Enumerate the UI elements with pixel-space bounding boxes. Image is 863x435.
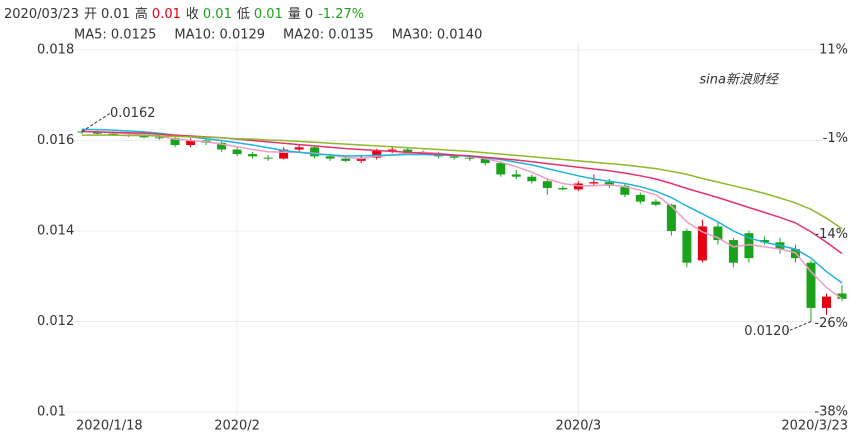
ma-line <box>82 134 843 230</box>
candle-body <box>480 158 490 164</box>
header-change: -1.27% <box>318 7 364 22</box>
y2-tick-label: -14% <box>814 227 848 242</box>
candle-body <box>713 226 723 241</box>
x-tick-label: 2020/3 <box>555 419 601 434</box>
y2-tick-label: -26% <box>814 316 848 331</box>
candle-body <box>279 149 289 159</box>
header-label: 收 <box>186 7 199 22</box>
candle-body <box>341 158 351 161</box>
candle-body <box>558 188 568 190</box>
candle-body <box>387 149 397 151</box>
x-tick-label: 2020/2 <box>214 419 260 434</box>
annotation-leader <box>81 113 111 132</box>
y-tick-label: 0.018 <box>37 43 74 58</box>
candle-body <box>496 163 506 175</box>
annotation: 0.0120 <box>744 324 790 339</box>
candle-body <box>139 135 149 138</box>
annotation-leader <box>786 321 812 332</box>
header-date: 2020/03/23 <box>4 7 79 22</box>
y2-tick-label: -38% <box>814 405 848 420</box>
candle-body <box>821 296 831 308</box>
header-label: 低 <box>237 7 250 22</box>
candle-body <box>744 233 754 259</box>
y2-tick-label: -1% <box>823 131 848 146</box>
y2-tick-label: 11% <box>819 43 848 58</box>
header-value: 0.01 <box>101 7 130 22</box>
candle-body <box>217 142 227 150</box>
candle-body <box>294 147 304 150</box>
candle-body <box>682 231 692 263</box>
ma-line <box>81 130 843 255</box>
candle-body <box>248 154 258 157</box>
candle-body <box>806 262 816 308</box>
candle-body <box>604 182 614 186</box>
candle-body <box>170 138 180 146</box>
candle-body <box>449 156 459 158</box>
candle-body <box>465 157 475 159</box>
candle-body <box>93 132 103 134</box>
candle-body <box>232 149 242 155</box>
candle-body <box>511 174 521 177</box>
legend-entry: MA10: 0.0129 <box>174 28 265 43</box>
candle-body <box>635 194 645 202</box>
candle-body <box>186 140 196 146</box>
header-value: 0.01 <box>203 7 232 22</box>
candle-body <box>759 240 769 243</box>
candle-body <box>728 240 738 263</box>
legend-entry: MA20: 0.0135 <box>283 28 374 43</box>
candle-body <box>837 293 847 299</box>
header-label: 高 <box>135 6 148 22</box>
x-tick-label: 2020/3/23 <box>781 419 848 434</box>
header-value: 0 <box>305 7 313 22</box>
header-label: 量 <box>288 7 301 22</box>
header-value: 0.01 <box>254 7 283 22</box>
candle-body <box>403 149 413 154</box>
candle-body <box>155 137 165 139</box>
candle-body <box>542 181 552 189</box>
candle-body <box>527 176 537 182</box>
y-tick-label: 0.014 <box>37 224 74 239</box>
legend-entry: MA5: 0.0125 <box>74 28 156 43</box>
candle-body <box>263 157 273 159</box>
candle-body <box>651 201 661 205</box>
legend-entry: MA30: 0.0140 <box>392 28 483 43</box>
y-tick-label: 0.016 <box>37 133 74 148</box>
y-tick-label: 0.012 <box>37 314 74 329</box>
candle-body <box>589 182 599 184</box>
header: 2020/03/23 开 0.01 高 0.01 收 0.01 低 0.01 量 0 -1.27% <box>4 6 364 22</box>
header-value: 0.01 <box>152 7 181 22</box>
ma-line <box>81 128 843 284</box>
candle-body <box>697 226 707 261</box>
y-tick-label: 0.01 <box>37 405 66 420</box>
candle-body <box>310 147 320 157</box>
candle-body <box>620 185 630 195</box>
x-tick-label: 2020/1/18 <box>76 419 143 434</box>
header-label: 开 <box>84 7 97 22</box>
annotation: 0.0162 <box>110 106 156 121</box>
candle-body <box>325 156 335 159</box>
candle-body <box>666 204 676 231</box>
watermark: sina新浪财经 <box>699 72 780 88</box>
candle-body <box>372 150 382 158</box>
